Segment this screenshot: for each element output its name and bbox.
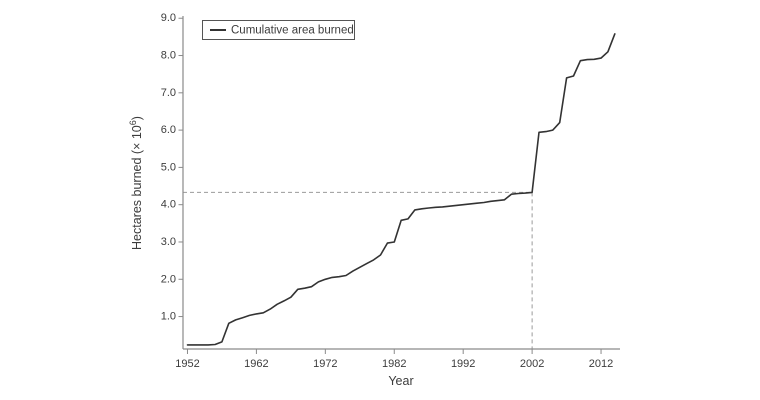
y-axis-label: Hectares burned (× 106): [128, 116, 144, 250]
cumulative-area-line: [186, 33, 616, 346]
x-tick-label: 1982: [382, 358, 406, 370]
x-tick-label: 1972: [313, 358, 337, 370]
y-tick-label: 3.0: [161, 236, 176, 248]
y-tick-label: 4.0: [161, 199, 176, 211]
axis-ticks: 1.0 2.0 3.0 4.0 5.0 6.0 7.0 8.0 9.0 1952 1962 1972 1…: [161, 12, 614, 370]
x-tick-label: 2002: [520, 358, 544, 370]
x-tick-label: 1962: [244, 358, 268, 370]
y-tick-label: 2.0: [161, 273, 176, 285]
y-tick-label: 1.0: [161, 311, 176, 323]
x-tick-label: 2012: [589, 358, 613, 370]
legend-box: [202, 20, 355, 40]
y-tick-label: 5.0: [161, 161, 176, 173]
axes: [182, 16, 620, 350]
legend: Cumulative area burned: [202, 20, 355, 40]
y-tick-label: 8.0: [161, 50, 176, 62]
reference-dashed-lines: [183, 191, 533, 349]
legend-label: Cumulative area burned: [231, 25, 354, 37]
x-tick-label: 1992: [451, 358, 475, 370]
y-tick-label: 7.0: [161, 87, 176, 99]
y-tick-label: 9.0: [161, 12, 176, 24]
x-axis-label: Year: [388, 374, 413, 388]
x-tick-label: 1952: [175, 358, 199, 370]
y-tick-label: 6.0: [161, 124, 176, 136]
